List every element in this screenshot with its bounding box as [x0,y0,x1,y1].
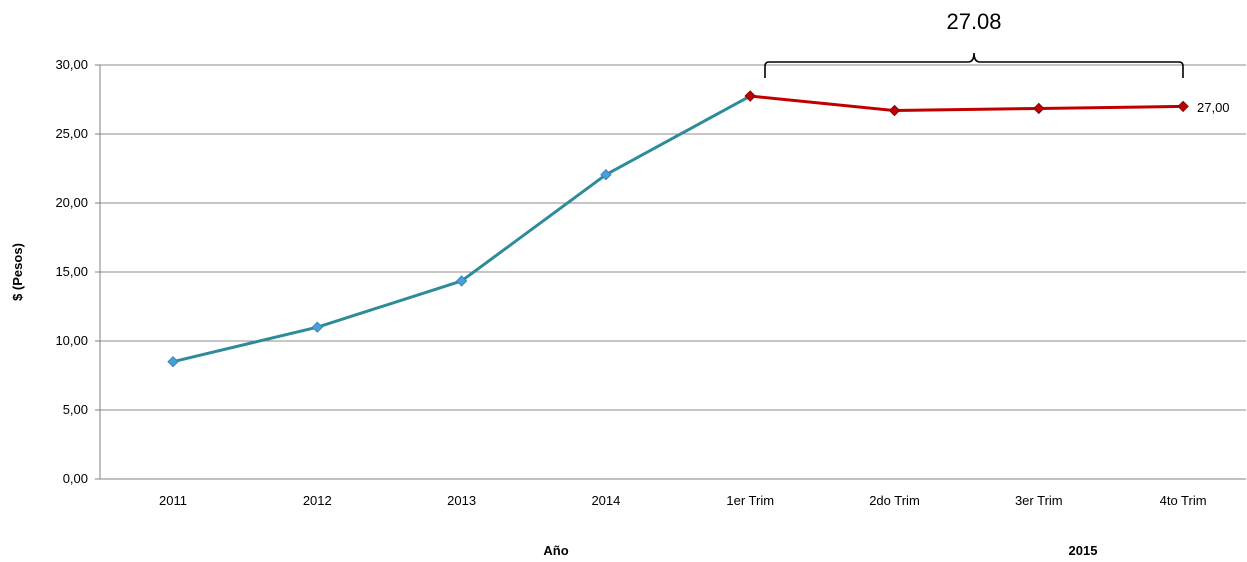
series-1-point-0 [744,90,756,102]
end-value-label: 27,00 [1197,100,1230,115]
x-tick-label-6: 3er Trim [1015,493,1063,508]
x-axis-ticks: 2011 2012 2013 2014 1er Trim 2do Trim 3er Trim… [159,493,1207,508]
series-1-point-1 [888,104,901,117]
y-tick-label-2: 10,00 [55,333,88,348]
x-tick-label-1: 2012 [303,493,332,508]
x-axis-title: Año [543,543,568,558]
series-0-point-1 [311,321,324,333]
y-axis-title: $ (Pesos) [10,243,25,301]
series-markers [167,90,1189,368]
y-tick-label-0: 0,00 [63,471,88,486]
y-tick-label-3: 15,00 [55,264,88,279]
bracket-annotation-label: 27.08 [946,9,1001,34]
series-0-point-3 [600,169,612,181]
series-0-point-2 [455,275,468,287]
x-tick-label-2: 2013 [447,493,476,508]
x-tick-label-4: 1er Trim [726,493,774,508]
series-1-point-2 [1033,102,1045,115]
series-1-point-3 [1177,100,1189,113]
series-line-1 [750,94,1184,113]
y-tick-label-1: 5,00 [63,402,88,417]
x-tick-label-3: 2014 [591,493,620,508]
y-tick-label-4: 20,00 [55,195,88,210]
y-axis-ticks: 0,00 5,00 10,00 15,00 20,00 25,00 30,00 [55,57,100,486]
bracket-annotation [764,52,1184,78]
series-0-point-0 [167,355,179,368]
bracket-shape [764,52,1184,78]
x-tick-label-7: 4to Trim [1160,493,1207,508]
y-tick-label-5: 25,00 [55,126,88,141]
series-lines [172,94,1184,364]
series-line-0 [172,94,751,364]
y-tick-label-6: 30,00 [55,57,88,72]
x-tick-label-0: 2011 [159,493,187,508]
x-tick-label-5: 2do Trim [869,493,920,508]
group-label-2015: 2015 [1069,543,1098,558]
gridlines [100,64,1246,480]
